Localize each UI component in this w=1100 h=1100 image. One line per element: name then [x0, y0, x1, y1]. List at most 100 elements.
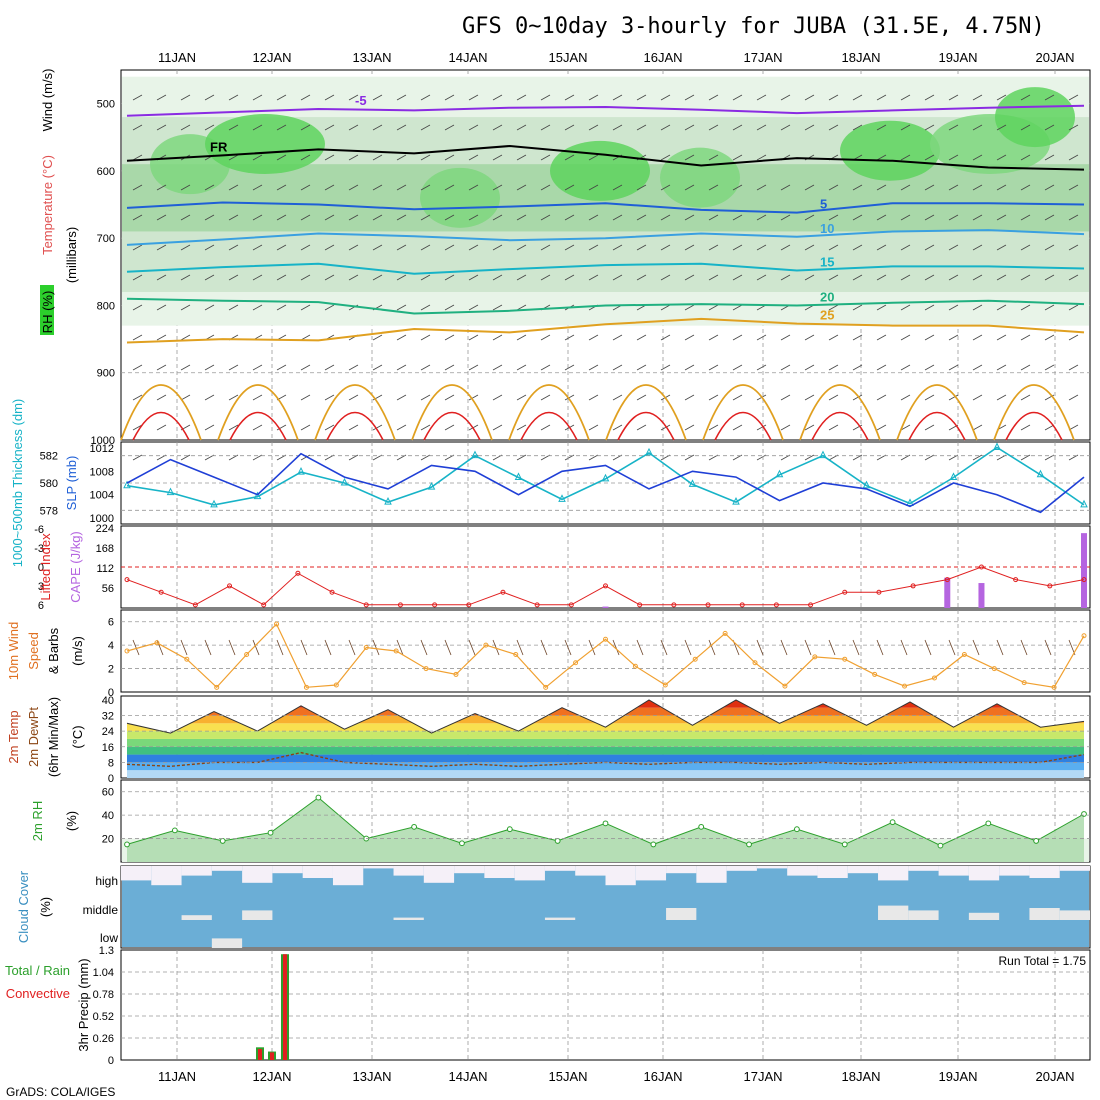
cloud-unit-label: (%) [38, 897, 53, 917]
wind-barb [156, 94, 167, 101]
wind-barb [852, 424, 863, 431]
wind-barb [684, 94, 695, 101]
wind-barb [828, 424, 839, 431]
thickness-marker [340, 477, 349, 486]
wind-barb [924, 94, 935, 101]
wind-barb [636, 334, 647, 341]
li-marker [705, 602, 711, 608]
wind-barb [972, 154, 983, 161]
wind-barb [900, 244, 911, 251]
temp-contour-5 [126, 201, 1085, 214]
wind-barb [132, 364, 143, 371]
wind-barb [1044, 154, 1055, 161]
date-label-bottom: 19JAN [938, 1069, 977, 1084]
wind-barb [636, 244, 647, 251]
y-tick-label: 1012 [90, 443, 114, 455]
cloud-bar [635, 866, 667, 881]
rh2m-unit-label: (%) [64, 811, 79, 831]
wind-barb [756, 154, 767, 161]
y-tick-label: 500 [97, 99, 115, 111]
slp-line [126, 452, 1085, 514]
wind-barb [300, 424, 311, 431]
wind-barb [324, 154, 335, 161]
wind-barb [588, 94, 599, 101]
wind-barb [852, 94, 863, 101]
wind-barb [252, 214, 263, 221]
wind-barb [300, 364, 311, 371]
cloud-bar [242, 910, 273, 920]
wind-barb [324, 639, 332, 656]
rh-blob [550, 140, 650, 201]
date-label-top: 16JAN [643, 50, 682, 65]
date-label-bottom: 12JAN [252, 1069, 291, 1084]
wind-marker [154, 640, 160, 646]
wind-barb [708, 274, 719, 281]
wind-barb [204, 424, 215, 431]
wind-barb [924, 244, 935, 251]
cape-bar [944, 577, 951, 608]
wind-barb [156, 184, 167, 191]
wind-barb [804, 184, 815, 191]
wind-barb [996, 274, 1007, 281]
wind-barb [852, 244, 863, 251]
wind-barb [972, 124, 983, 131]
wind-barb [708, 304, 719, 311]
cloud-bar [817, 866, 848, 878]
wind-barb [900, 304, 911, 311]
wind-barb [564, 639, 572, 656]
wind-barb [564, 154, 575, 161]
wind-barb [852, 184, 863, 191]
wind-barb [252, 394, 263, 401]
wind-barb [348, 364, 359, 371]
wind-barb [420, 454, 431, 461]
wind-marker [393, 648, 399, 654]
wind-barb [684, 304, 695, 311]
warm-contour [605, 384, 687, 441]
wind-barb [636, 424, 647, 431]
rh-blob [420, 167, 500, 228]
date-label-top: 11JAN [158, 50, 196, 65]
wind-marker [423, 666, 429, 672]
wind-barb [252, 424, 263, 431]
li-marker [363, 602, 369, 608]
rh-marker [698, 823, 705, 830]
wind-marker [632, 663, 638, 669]
wind-barb [348, 639, 356, 656]
wind-barb [1020, 274, 1031, 281]
wind-barb [492, 184, 503, 191]
hot-contour [714, 411, 772, 441]
wind-barb [204, 364, 215, 371]
wind-barb [156, 274, 167, 281]
li-marker [124, 577, 130, 583]
wind-barb [1044, 304, 1055, 311]
wind-barb [300, 214, 311, 221]
cloud-bar [1059, 910, 1090, 920]
wind-barb [324, 304, 335, 311]
wind-barb [780, 424, 791, 431]
wind-marker [333, 682, 339, 688]
wind-barb [756, 639, 764, 656]
wind-barb [972, 94, 983, 101]
wind-barb [1068, 154, 1079, 161]
wind-barb [204, 274, 215, 281]
wind-barb [252, 364, 263, 371]
wind-barb [252, 184, 263, 191]
rh-marker [459, 840, 465, 847]
wind-barb [372, 124, 383, 131]
date-label-bottom: 17JAN [743, 1069, 782, 1084]
thickness-marker [427, 481, 436, 490]
wind-barb [516, 184, 527, 191]
wind-barb [444, 244, 455, 251]
wind-barb [396, 639, 404, 656]
wind-barb [180, 274, 191, 281]
y-tick-label: 24 [102, 726, 114, 738]
wind-barb [348, 424, 359, 431]
wind-barb [180, 364, 191, 371]
wind-barb [828, 334, 839, 341]
y-tick-label: 1.04 [93, 967, 114, 979]
wind-barb [804, 394, 815, 401]
y-tick-label: 1.3 [99, 945, 114, 957]
wind-barb [468, 124, 479, 131]
wind-barb [132, 334, 143, 341]
warm-contour [217, 384, 299, 441]
